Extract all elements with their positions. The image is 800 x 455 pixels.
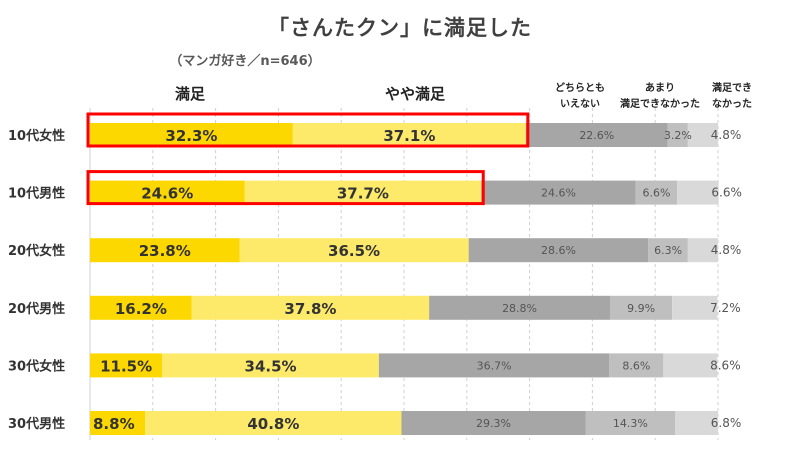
category-label: 20代男性 [8, 301, 65, 317]
data-label: 3.2% [664, 129, 692, 142]
bar-segment [244, 180, 482, 205]
category-label: 20代女性 [8, 243, 65, 259]
data-label: 6.6% [711, 186, 742, 200]
bar-segment [675, 411, 718, 435]
highlight-frame [86, 112, 530, 148]
bar-segment [90, 353, 163, 378]
data-label: 14.3% [613, 417, 648, 430]
bar-segment [677, 180, 719, 205]
data-label: 37.8% [284, 300, 336, 318]
chart-subtitle: （マンガ好き／n=646） [169, 54, 321, 69]
bar-segment [635, 180, 678, 205]
bar-segment [162, 353, 379, 378]
data-label: 24.6% [141, 185, 193, 203]
bar-segment [667, 123, 688, 147]
legend-not-very-satisfied: あまり 満足できなかった [612, 81, 708, 113]
bar-segment [481, 180, 636, 205]
highlight-frame [86, 170, 485, 206]
data-label: 7.2% [710, 301, 741, 315]
legend-satisfied-label: 満足 [174, 85, 205, 103]
legend-unsatisfied: 満足でき なかった [700, 81, 764, 113]
legend-somewhat-satisfied-label: やや満足 [384, 85, 445, 103]
data-label: 6.6% [642, 187, 670, 200]
bar-segment [429, 295, 610, 320]
data-label: 36.5% [328, 242, 380, 260]
bar-segment [378, 353, 610, 378]
data-label: 23.8% [139, 242, 191, 260]
legend-satisfied: 満足 [150, 83, 230, 104]
bar-segment [90, 295, 192, 320]
data-label: 40.8% [247, 415, 299, 433]
data-label: 16.2% [115, 300, 167, 318]
data-label: 11.5% [100, 357, 152, 375]
data-label: 4.8% [711, 243, 742, 257]
bar-segment [609, 295, 673, 320]
bar-segment [687, 123, 718, 147]
legend-not-very-line1: あまり [645, 83, 675, 94]
data-label: 37.7% [337, 185, 389, 203]
bar-segment [401, 411, 586, 435]
data-label: 28.8% [502, 302, 537, 315]
data-label: 6.8% [711, 416, 742, 430]
legend-neutral-line2: いえない [560, 99, 600, 110]
legend-neutral-line1: どちらとも [555, 83, 605, 94]
data-label: 8.6% [710, 358, 741, 372]
chart-title: 「さんたクン」に満足した [268, 16, 532, 40]
bar-segment [648, 238, 688, 263]
bar-segment [663, 353, 718, 378]
category-label: 30代女性 [8, 358, 65, 374]
data-label: 4.8% [711, 128, 742, 142]
data-label: 34.5% [245, 357, 297, 375]
bar-segment [90, 180, 245, 205]
category-label: 30代男性 [8, 416, 65, 432]
data-label: 9.9% [627, 302, 655, 315]
bar-segment [90, 238, 240, 263]
data-label: 37.1% [383, 127, 435, 145]
legend-somewhat-satisfied: やや満足 [365, 83, 465, 104]
data-label: 6.3% [654, 244, 682, 257]
data-label: 24.6% [541, 187, 576, 200]
bar-segment [609, 353, 664, 378]
bar-segment [525, 123, 668, 147]
bar-segment [292, 123, 526, 147]
data-label: 22.6% [579, 129, 614, 142]
data-label: 29.3% [476, 417, 511, 430]
bar-segment [585, 411, 676, 435]
bar-segment [468, 238, 649, 263]
bar-segment [687, 238, 718, 263]
data-label: 8.8% [93, 415, 135, 433]
bar-segment [239, 238, 469, 263]
bar-segment [90, 411, 146, 435]
data-label: 28.6% [541, 244, 576, 257]
legend-not-very-line2: 満足できなかった [620, 99, 700, 110]
category-label: 10代女性 [8, 128, 65, 144]
category-label: 10代男性 [8, 186, 65, 202]
bar-segment [145, 411, 402, 435]
data-label: 32.3% [165, 127, 217, 145]
legend-neutral: どちらとも いえない [540, 81, 620, 113]
data-label: 8.6% [622, 359, 650, 372]
legend-unsatisfied-line2: なかった [712, 99, 752, 110]
bar-segment [672, 295, 718, 320]
legend-unsatisfied-line1: 満足でき [712, 83, 752, 94]
bar-segment [90, 123, 293, 147]
bar-segment [191, 295, 430, 320]
data-label: 36.7% [477, 359, 512, 372]
